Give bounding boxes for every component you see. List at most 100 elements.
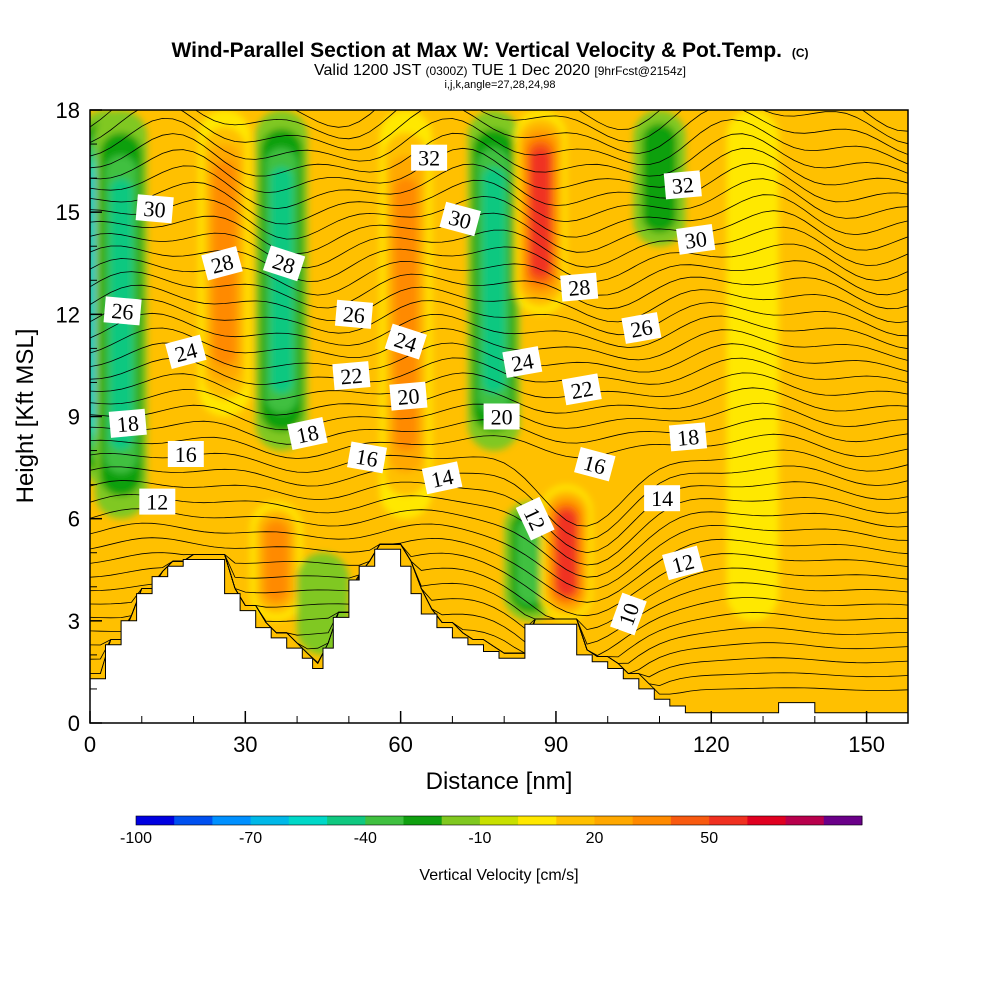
theta-contour-line [90,132,908,177]
contour-label-text: 26 [628,314,654,342]
contour-label-text: 16 [175,442,197,467]
contour-label-text: 22 [569,376,595,404]
theta-contour-line [90,117,908,165]
colorbar-swatch [670,816,710,825]
theta-contour-line [90,449,908,527]
theta-contour-line [90,147,908,194]
contour-label-text: 26 [342,301,366,328]
terrain [90,548,908,723]
contour-label-text: 12 [146,490,168,515]
contour-label-text: 32 [418,146,440,171]
contour-label: 22 [332,361,371,391]
contour-label: 20 [483,403,520,430]
colorbar-swatch [632,816,672,825]
y-tick-label: 3 [68,609,80,634]
contour-label: 16 [347,441,387,474]
chart-title-suffix: (C) [792,46,809,60]
chart-title-main: Wind-Parallel Section at Max W: Vertical… [171,39,782,62]
y-tick-label: 9 [68,405,80,430]
velocity-band [516,518,544,604]
x-axis-label: Distance [nm] [426,768,573,795]
contour-label: 30 [676,224,716,255]
contour-label-text: 26 [111,298,135,325]
theta-contour-line [90,372,908,401]
x-tick-label: 120 [693,732,730,757]
contour-label: 22 [561,373,602,406]
theta-contour-line [90,433,908,459]
colorbar-swatch [556,816,595,825]
colorbar-tick-label: -10 [468,830,491,847]
theta-contour-line [90,194,908,240]
colorbar-tick-label: -70 [239,830,262,847]
colorbar-swatch [747,816,787,825]
contour-label: 18 [287,417,328,450]
colorbar: -100 -70 -40 -10 20 50 [120,815,863,847]
theta-contour-line [90,387,908,416]
contour-label-text: 24 [509,348,535,376]
y-axis: 0 3 6 9 12 15 18 [56,98,102,736]
theta-contour-line [90,312,908,350]
contour-label: 24 [502,346,543,378]
colorbar-swatch [174,816,213,825]
theta-contour-line [90,357,908,385]
velocity-band [394,178,418,451]
colorbar-swatch [288,816,328,825]
contour-label: 30 [439,201,481,237]
theta-contour-line [90,508,908,578]
colorbar-swatch [709,816,748,825]
theta-contour-line [90,543,908,631]
subtitle-valid: Valid 1200 JST [314,62,422,79]
x-axis: 0 30 60 90 120 150 [84,711,885,757]
theta-contour-line [90,226,908,269]
contour-label-text: 18 [116,410,140,437]
contour-label-text: 18 [294,419,321,448]
colorbar-tick-label: -40 [354,830,377,847]
colorbar-swatch [212,816,252,825]
theta-contour-line [90,284,908,324]
theta-contour-line [90,327,908,361]
x-tick-label: 0 [84,732,96,757]
contour-label: 32 [411,144,448,171]
colorbar-tick-label: -100 [120,830,152,847]
contour-label: 18 [668,422,708,452]
chart-subtitle: Valid 1200 JST (0300Z) TUE 1 Dec 2020 [9… [314,62,686,79]
velocity-band [557,510,576,595]
y-tick-label: 12 [56,302,80,327]
theta-contour-line [90,465,908,541]
colorbar-swatch [479,816,519,825]
contour-label: 28 [201,246,243,281]
theta-contour-line [90,480,908,554]
velocity-band [726,110,779,621]
contour-label: 32 [663,170,702,200]
subtitle-forecast: [9hrFcst@2154z] [594,64,686,78]
theta-contour-line [90,178,908,225]
colorbar-swatch [594,816,634,825]
y-tick-label: 0 [68,711,80,736]
velocity-band [482,166,506,394]
colorbar-swatch [365,816,404,825]
velocity-field [90,110,779,655]
contour-label-text: 32 [671,172,695,199]
contour-label: 26 [334,299,374,329]
velocity-band [531,149,550,276]
contour-label-text: 30 [143,196,167,223]
contour-label-text: 20 [396,383,420,410]
colorbar-swatch [823,816,863,825]
contour-label: 28 [560,272,599,302]
theta-contour-line [90,543,908,645]
contour-label: 10 [610,592,647,636]
colorbar-frame [135,815,863,826]
subtitle-date: TUE 1 Dec 2020 [472,62,590,79]
contour-label: 14 [421,461,463,495]
x-tick-label: 150 [848,732,885,757]
theta-contour-line [90,342,908,373]
theta-contour-line [90,110,908,155]
y-axis-label: Height [Kft MSL] [12,329,39,504]
contour-label-text: 22 [339,363,363,390]
contour-label: 14 [644,485,681,512]
theta-contour-line [90,271,908,310]
colorbar-swatch [403,816,443,825]
contour-label: 30 [135,194,174,224]
